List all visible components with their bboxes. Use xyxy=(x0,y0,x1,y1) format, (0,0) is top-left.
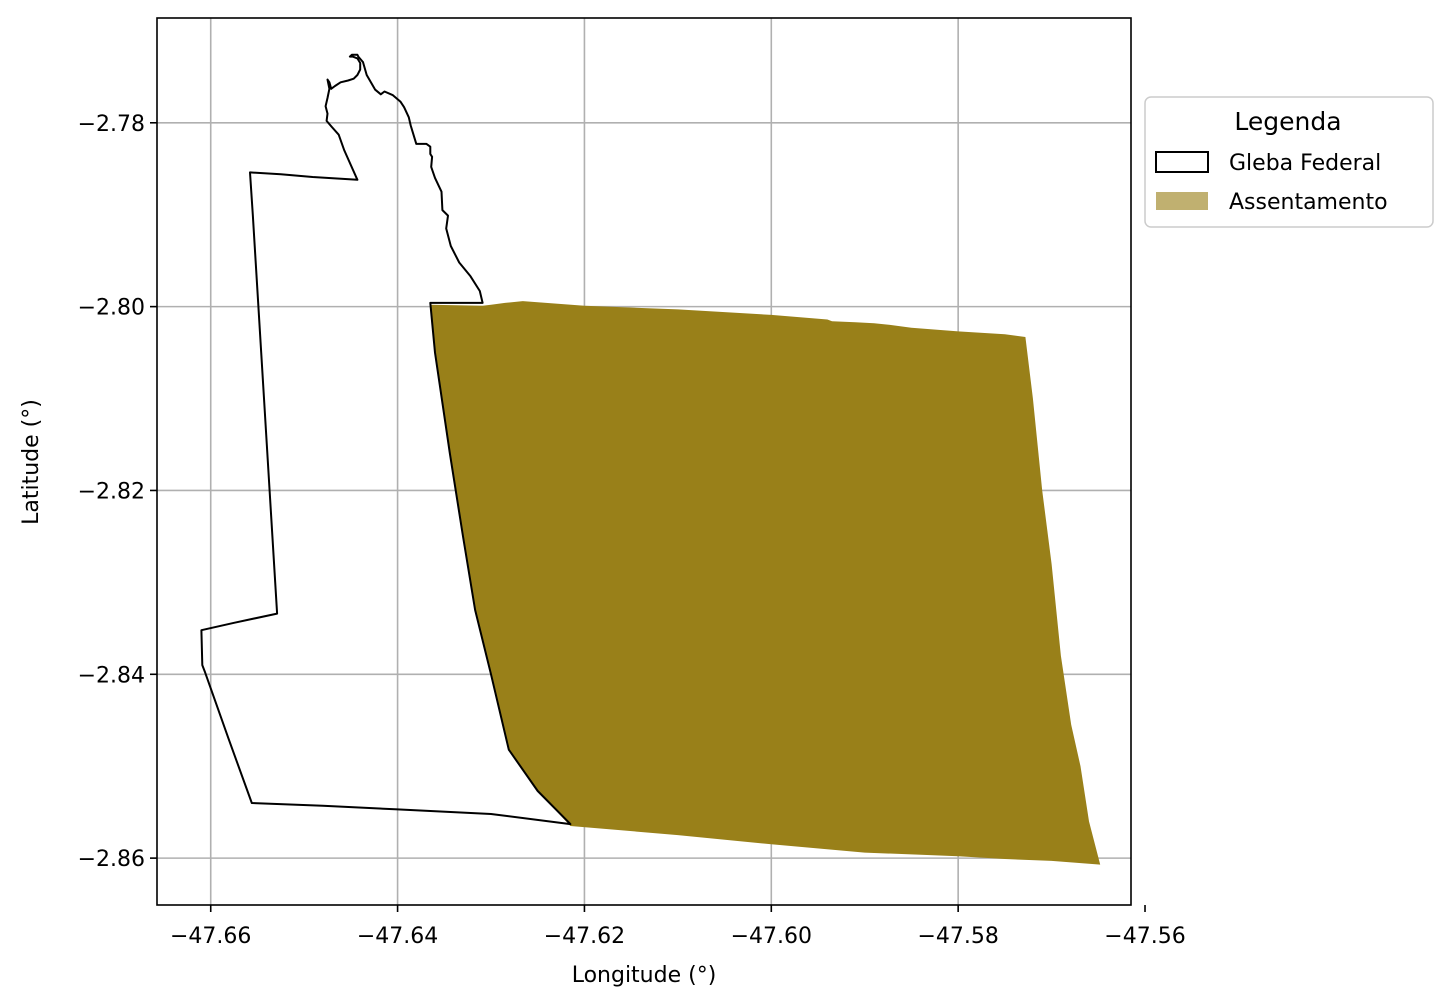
y-tick-label: −2.86 xyxy=(78,847,145,872)
x-tick-label: −47.56 xyxy=(1104,924,1185,949)
x-tick-label: −47.66 xyxy=(170,924,251,949)
x-tick-label: −47.64 xyxy=(357,924,438,949)
plot-frame xyxy=(156,17,1132,906)
assentamento-polygon xyxy=(430,301,1101,865)
x-tick-label: −47.62 xyxy=(544,924,625,949)
y-tick-label: −2.82 xyxy=(78,479,145,504)
x-axis-label: Longitude (°) xyxy=(572,963,717,988)
y-axis-ticks: −2.78 −2.80 −2.82 −2.84 −2.86 xyxy=(78,112,157,872)
x-tick-label: −47.60 xyxy=(731,924,812,949)
legend-box xyxy=(1144,96,1434,228)
legend-label-assentamento: Assentamento xyxy=(1229,190,1388,215)
y-tick-label: −2.78 xyxy=(78,112,145,137)
x-axis-ticks: −47.66 −47.64 −47.62 −47.60 −47.58 −47.56 xyxy=(170,905,1186,949)
x-tick-label: −47.58 xyxy=(917,924,998,949)
legend-label-gleba-federal: Gleba Federal xyxy=(1229,151,1381,176)
legend-title: Legenda xyxy=(1234,107,1341,136)
gleba-federal-outline xyxy=(200,53,572,826)
legend: Legenda Gleba Federal Assentamento xyxy=(1144,96,1434,228)
y-tick-label: −2.84 xyxy=(78,663,145,688)
y-axis-label: Latitude (°) xyxy=(19,399,44,525)
gleba-federal-swatch xyxy=(1155,151,1209,173)
y-tick-label: −2.80 xyxy=(78,296,145,321)
assentamento-swatch xyxy=(1156,192,1208,210)
